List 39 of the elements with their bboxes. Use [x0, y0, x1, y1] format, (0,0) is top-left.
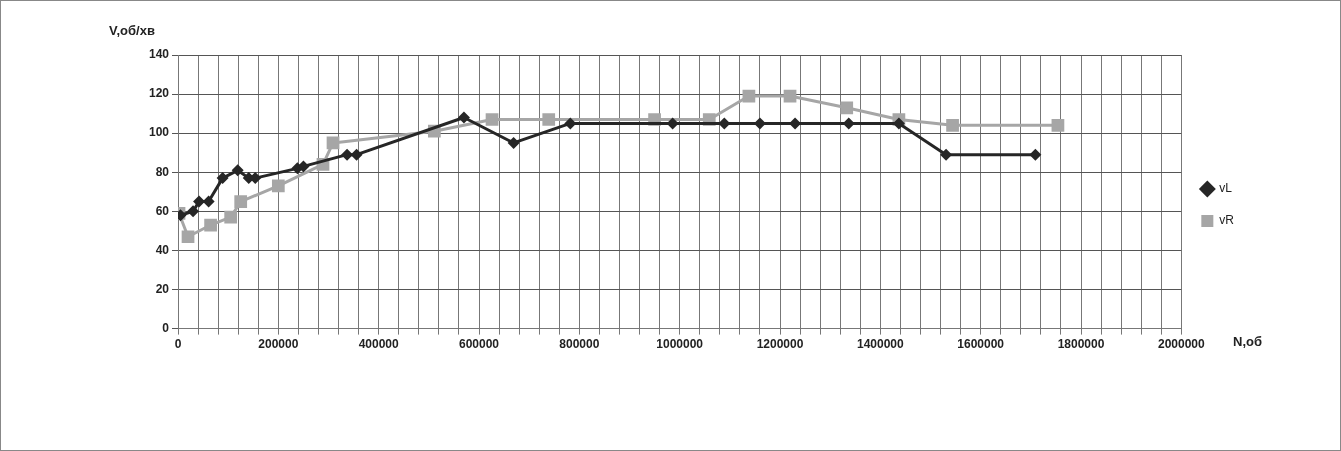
point [840, 101, 854, 115]
x-tick-label: 1200000 [756, 337, 804, 352]
x-tick-label: 600000 [458, 337, 500, 352]
point [204, 218, 217, 232]
point [457, 111, 470, 124]
y-tick-label: 60 [155, 203, 170, 218]
point [187, 205, 200, 218]
x-tick-label: 400000 [358, 337, 400, 352]
point [946, 118, 959, 132]
y-tick-label: 140 [148, 47, 170, 62]
y-tick-label: 20 [155, 281, 170, 296]
point [181, 230, 195, 244]
point [485, 113, 499, 126]
point [216, 172, 229, 185]
x-tick-label: 2000000 [1157, 337, 1206, 352]
y-tick-label: 80 [155, 164, 170, 179]
y-axis-title: V,об/хв [109, 23, 155, 38]
y-tick-label: 40 [155, 242, 170, 257]
x-tick-label: 0 [174, 337, 182, 352]
x-tick-label: 1600000 [957, 337, 1005, 352]
x-tick-label: 800000 [559, 337, 600, 352]
point [271, 179, 285, 193]
point [507, 136, 520, 149]
point [542, 113, 556, 126]
x-axis-title: N,об [1233, 334, 1262, 349]
y-tick-label: 100 [148, 125, 170, 140]
point [1051, 118, 1065, 132]
x-tick-label: 1000000 [656, 337, 704, 352]
point [1029, 148, 1042, 161]
legend-label: vR [1219, 213, 1235, 228]
x-tick-label: 200000 [258, 337, 299, 352]
x-tick-label: 1800000 [1057, 337, 1105, 352]
point [231, 164, 244, 177]
x-tick-label: 1400000 [856, 337, 905, 352]
legend-label: vL [1219, 181, 1233, 196]
y-tick-label: 120 [148, 86, 170, 101]
y-tick-label: 0 [162, 320, 170, 335]
point [234, 195, 248, 208]
point [224, 210, 238, 224]
